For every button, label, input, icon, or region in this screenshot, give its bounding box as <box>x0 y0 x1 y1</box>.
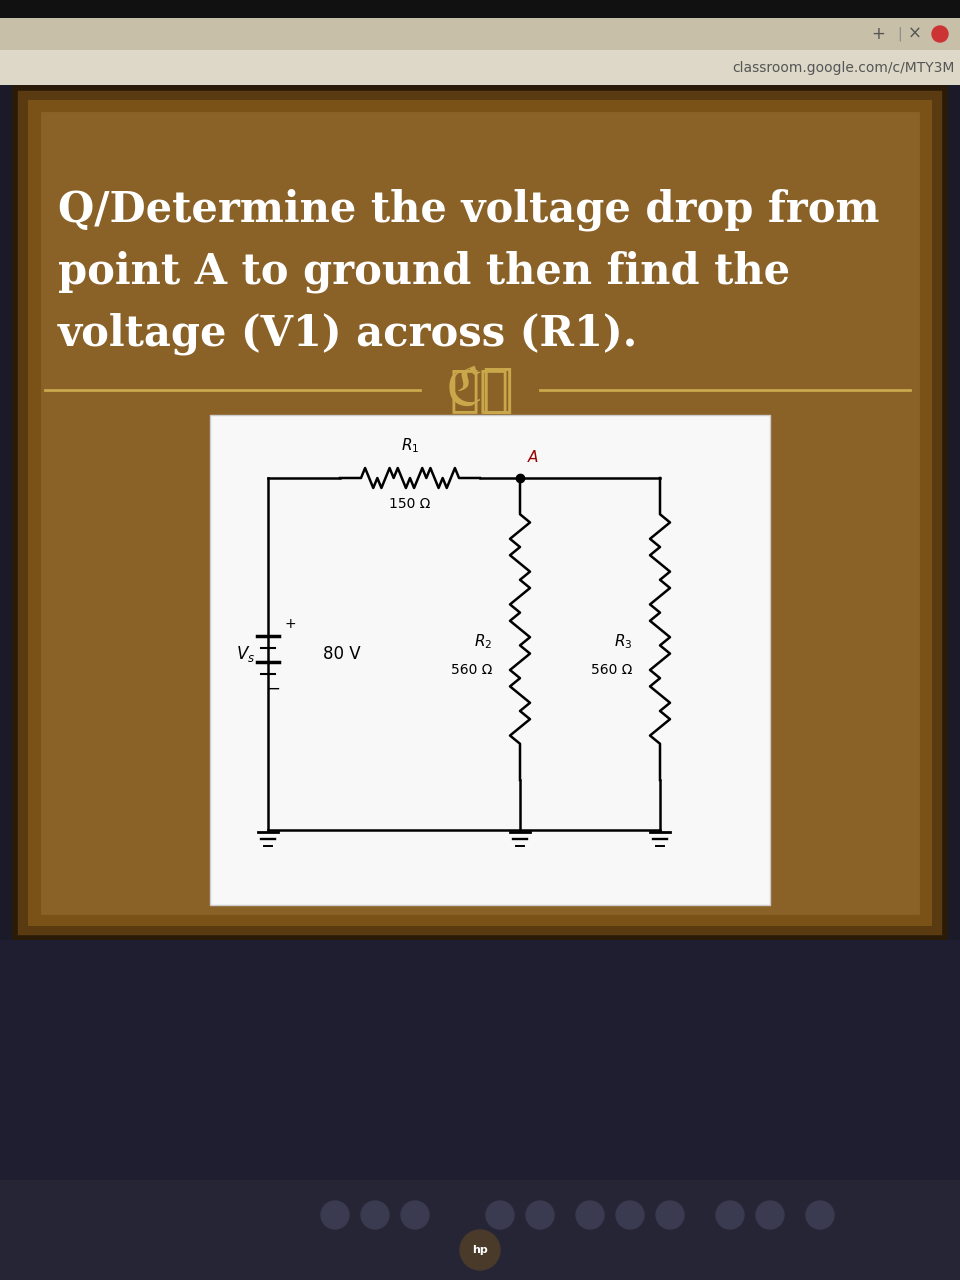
Text: −: − <box>266 680 280 698</box>
Text: point A to ground then find the: point A to ground then find the <box>58 251 790 293</box>
Text: hp: hp <box>472 1245 488 1254</box>
Circle shape <box>932 26 948 42</box>
FancyBboxPatch shape <box>42 113 918 913</box>
Circle shape <box>806 1201 834 1229</box>
Circle shape <box>716 1201 744 1229</box>
Text: $R_1$: $R_1$ <box>401 436 420 456</box>
FancyBboxPatch shape <box>0 50 960 84</box>
Text: classroom.google.com/c/MTY3M: classroom.google.com/c/MTY3M <box>732 61 955 76</box>
Circle shape <box>401 1201 429 1229</box>
FancyBboxPatch shape <box>0 0 960 1180</box>
FancyBboxPatch shape <box>28 100 932 925</box>
Circle shape <box>361 1201 389 1229</box>
FancyBboxPatch shape <box>210 415 770 905</box>
Text: |: | <box>898 27 902 41</box>
FancyBboxPatch shape <box>0 0 960 18</box>
Text: 80 V: 80 V <box>323 645 361 663</box>
FancyBboxPatch shape <box>0 1180 960 1280</box>
Circle shape <box>486 1201 514 1229</box>
Circle shape <box>526 1201 554 1229</box>
Text: 560 Ω: 560 Ω <box>590 663 632 677</box>
Text: 560 Ω: 560 Ω <box>450 663 492 677</box>
Circle shape <box>616 1201 644 1229</box>
Text: $R_3$: $R_3$ <box>613 632 632 652</box>
Circle shape <box>460 1230 500 1270</box>
Text: +: + <box>871 26 885 44</box>
Text: A: A <box>528 451 539 466</box>
Text: +: + <box>284 617 296 631</box>
Text: ℭ𝔅: ℭ𝔅 <box>445 364 515 416</box>
FancyBboxPatch shape <box>15 88 945 938</box>
Circle shape <box>656 1201 684 1229</box>
FancyBboxPatch shape <box>0 940 960 1180</box>
Text: 150 Ω: 150 Ω <box>390 497 431 511</box>
Text: ×: × <box>908 26 922 44</box>
FancyBboxPatch shape <box>0 18 960 60</box>
Circle shape <box>576 1201 604 1229</box>
Text: voltage (V1) across (R1).: voltage (V1) across (R1). <box>58 312 638 356</box>
Text: $V_s$: $V_s$ <box>236 644 255 664</box>
Text: :  <box>450 366 510 413</box>
Circle shape <box>756 1201 784 1229</box>
Text: Q/Determine the voltage drop from: Q/Determine the voltage drop from <box>58 188 879 232</box>
Circle shape <box>321 1201 349 1229</box>
Text: $R_2$: $R_2$ <box>473 632 492 652</box>
